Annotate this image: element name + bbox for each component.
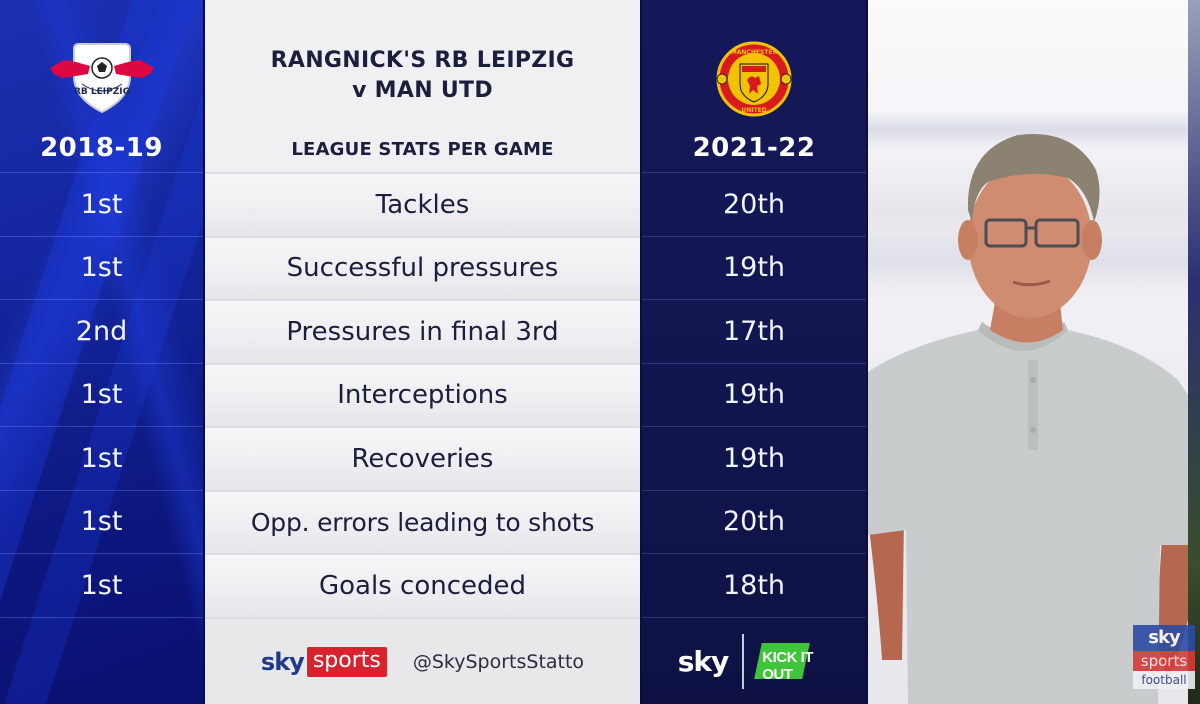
- twitter-handle: @SkySportsStatto: [412, 650, 585, 673]
- left-rank-cell: 1st: [0, 362, 203, 427]
- stat-label: Pressures in final 3rd: [205, 299, 640, 363]
- left-rank-cell: 2nd: [0, 299, 203, 363]
- man-utd-crest-icon: MANCHESTER UNITED: [642, 40, 866, 118]
- stat-label: Interceptions: [205, 362, 640, 426]
- sky-logo: sky: [677, 644, 730, 678]
- stat-label: Tackles: [205, 172, 640, 236]
- left-rank-cell: 1st: [0, 172, 203, 236]
- right-rank-cell: 20th: [642, 489, 866, 554]
- right-rank-cell: 18th: [642, 553, 866, 617]
- sports-wordmark: sports: [306, 646, 387, 677]
- title-line-1: RANGNICK'S RB LEIPZIG: [270, 48, 575, 73]
- left-team-panel: RB LEIPZIG 2018-19 1st 1st 2nd 1st 1st 1…: [0, 0, 203, 704]
- right-rank-cell: 17th: [642, 299, 866, 363]
- title-line-2: v MAN UTD: [352, 78, 493, 103]
- left-season-label: 2018-19: [40, 133, 163, 163]
- watermark-sports: sports: [1133, 651, 1195, 671]
- svg-text:UNITED: UNITED: [741, 107, 766, 114]
- svg-text:RB LEIPZIG: RB LEIPZIG: [73, 87, 129, 97]
- stat-label: Opp. errors leading to shots: [205, 489, 640, 553]
- watermark-football: football: [1133, 671, 1195, 689]
- svg-text:MANCHESTER: MANCHESTER: [731, 49, 778, 56]
- left-rank-cell: 1st: [0, 426, 203, 490]
- manager-portrait-icon: [868, 134, 1188, 704]
- left-rank-cell: 1st: [0, 553, 203, 617]
- right-rank-cell: 20th: [642, 172, 866, 236]
- stat-label-list: Tackles Successful pressures Pressures i…: [205, 172, 640, 617]
- page-subtitle: LEAGUE STATS PER GAME: [291, 139, 554, 160]
- stat-label: Successful pressures: [205, 235, 640, 299]
- right-rank-list: 20th 19th 17th 19th 19th 20th 18th: [642, 172, 866, 617]
- left-rank-list: 1st 1st 2nd 1st 1st 1st 1st: [0, 172, 203, 617]
- right-rank-cell: 19th: [642, 235, 866, 300]
- stat-label: Recoveries: [205, 426, 640, 490]
- left-footer: [0, 617, 203, 704]
- sky-sports-logo: sky sports: [260, 646, 387, 677]
- background-edge: [1188, 0, 1200, 704]
- sky-sports-football-watermark: sky sports football: [1133, 625, 1195, 689]
- right-team-panel: MANCHESTER UNITED 2021-22 20th 19th 17th…: [642, 0, 866, 704]
- left-rank-cell: 1st: [0, 235, 203, 300]
- right-rank-cell: 19th: [642, 426, 866, 490]
- mid-footer: sky sports @SkySportsStatto: [205, 617, 640, 704]
- stat-label: Goals conceded: [205, 553, 640, 617]
- kick-it-out-label: KICK IT OUT: [762, 649, 813, 683]
- stats-label-panel: RANGNICK'S RB LEIPZIG v MAN UTD LEAGUE S…: [205, 0, 640, 704]
- kick-it-out-logo-icon: KICK IT OUT: [754, 643, 830, 683]
- watermark-sky: sky: [1133, 625, 1195, 651]
- page-title: RANGNICK'S RB LEIPZIG v MAN UTD: [205, 46, 640, 106]
- rb-leipzig-crest-icon: RB LEIPZIG: [0, 40, 203, 116]
- right-rank-cell: 19th: [642, 362, 866, 427]
- right-footer: sky KICK IT OUT: [642, 617, 866, 704]
- left-rank-cell: 1st: [0, 489, 203, 554]
- footer-divider: [742, 633, 745, 689]
- manager-photo-panel: [868, 0, 1188, 704]
- right-season-label: 2021-22: [692, 133, 816, 163]
- sky-wordmark: sky: [260, 647, 305, 676]
